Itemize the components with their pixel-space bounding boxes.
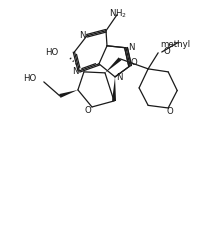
Text: HO: HO <box>46 48 59 57</box>
Polygon shape <box>59 90 78 98</box>
Text: O: O <box>167 107 174 116</box>
Text: N: N <box>79 31 86 40</box>
Text: O: O <box>163 47 170 56</box>
Text: N: N <box>128 43 134 52</box>
Text: HO: HO <box>24 74 37 83</box>
Text: N: N <box>116 73 123 82</box>
Polygon shape <box>112 77 116 101</box>
Text: N: N <box>72 67 78 76</box>
Text: O: O <box>131 58 137 67</box>
Text: methyl: methyl <box>160 40 190 49</box>
Polygon shape <box>105 57 121 73</box>
Text: O: O <box>85 106 91 115</box>
Text: NH$_2$: NH$_2$ <box>109 8 127 20</box>
